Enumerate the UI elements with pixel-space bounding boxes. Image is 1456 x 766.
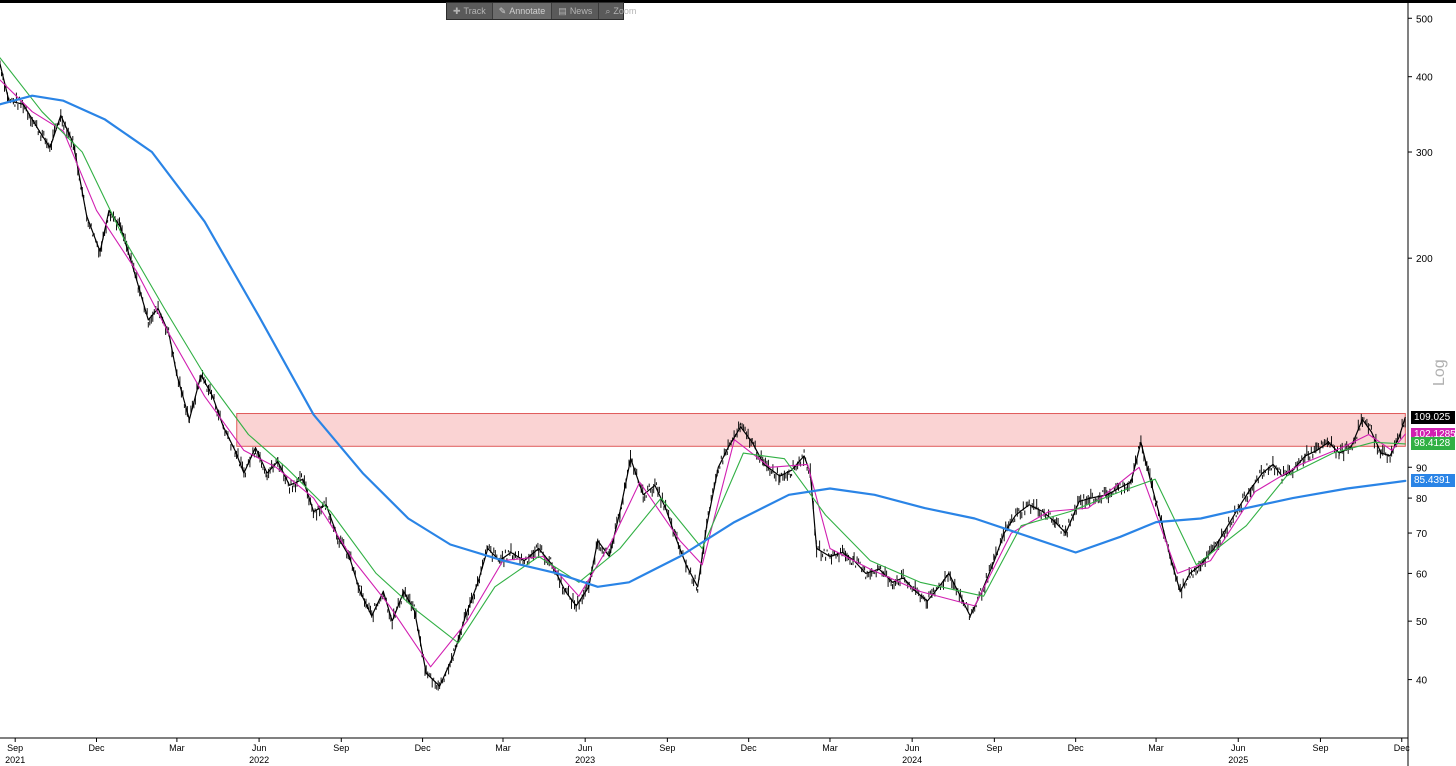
ma-short-line [0,79,1406,668]
crosshair-icon: ✚ [453,5,461,16]
x-tick-label: Dec [88,743,105,753]
y-tick-label: 50 [1416,617,1428,628]
x-tick-label: Jun [905,743,920,753]
y-tick-label: 400 [1416,73,1433,84]
y-tick-label: 300 [1416,148,1433,159]
price-series [0,60,1406,691]
x-tick-label: Mar [1148,743,1164,753]
x-tick-label: Jun [1231,743,1246,753]
x-tick-label: Sep [1312,743,1328,753]
ma-mid-line [0,57,1406,644]
x-year-label: 2022 [249,755,269,765]
y-tick-label: 200 [1416,254,1433,265]
x-tick-label: Dec [415,743,432,753]
x-tick-label: Sep [986,743,1002,753]
x-tick-label: Jun [252,743,267,753]
price-tag: 109.025 [1411,410,1455,424]
y-tick-label: 70 [1416,529,1428,540]
chart-toolbar: ✚ Track ✎ Annotate ▤ News ⌕ Zoom [446,2,636,20]
price-line [0,63,1406,687]
series-layer [0,57,1407,691]
zoom-tool-label: Zoom [613,6,637,16]
annotate-tool-label: Annotate [509,6,546,16]
x-year-label: 2025 [1228,755,1248,765]
news-icon: ▤ [558,5,567,16]
x-tick-label: Dec [741,743,758,753]
x-tick-label: Sep [7,743,23,753]
x-tick-label: Sep [659,743,675,753]
pencil-icon: ✎ [498,5,507,16]
x-year-label: 2023 [575,755,595,765]
log-scale-label[interactable]: Log [1431,359,1448,387]
y-tick-label: 500 [1416,14,1433,25]
annotate-tool-button[interactable]: ✎ Annotate [492,3,553,19]
news-tool-label: News [569,6,593,16]
x-tick-label: Dec [1394,743,1411,753]
track-tool-button[interactable]: ✚ Track [447,3,493,19]
x-tick-label: Sep [333,743,349,753]
ma-long-line [0,94,1407,588]
zoom-tool-button[interactable]: ⌕ Zoom [599,3,642,19]
x-tick-label: Mar [495,743,511,753]
x-tick-label: Mar [822,743,838,753]
x-tick-label: Dec [1068,743,1085,753]
top-border [0,0,1456,3]
x-year-label: 2021 [5,755,25,765]
x-tick-label: Jun [578,743,593,753]
x-year-label: 2024 [902,755,922,765]
x-tick-label: Mar [169,743,185,753]
news-tool-button[interactable]: ▤ News [552,3,600,19]
resistance-zone [236,413,1406,447]
y-tick-label: 90 [1416,463,1428,474]
price-tag: 85.4391 [1411,474,1455,488]
y-tick-label: 80 [1416,494,1428,505]
y-tick-label: 60 [1416,569,1428,580]
track-tool-label: Track [463,6,486,16]
price-tag: 98.4128 [1411,437,1455,451]
resistance-zone-layer [236,413,1406,447]
magnifier-icon: ⌕ [605,5,611,16]
y-tick-label: 40 [1416,676,1428,687]
